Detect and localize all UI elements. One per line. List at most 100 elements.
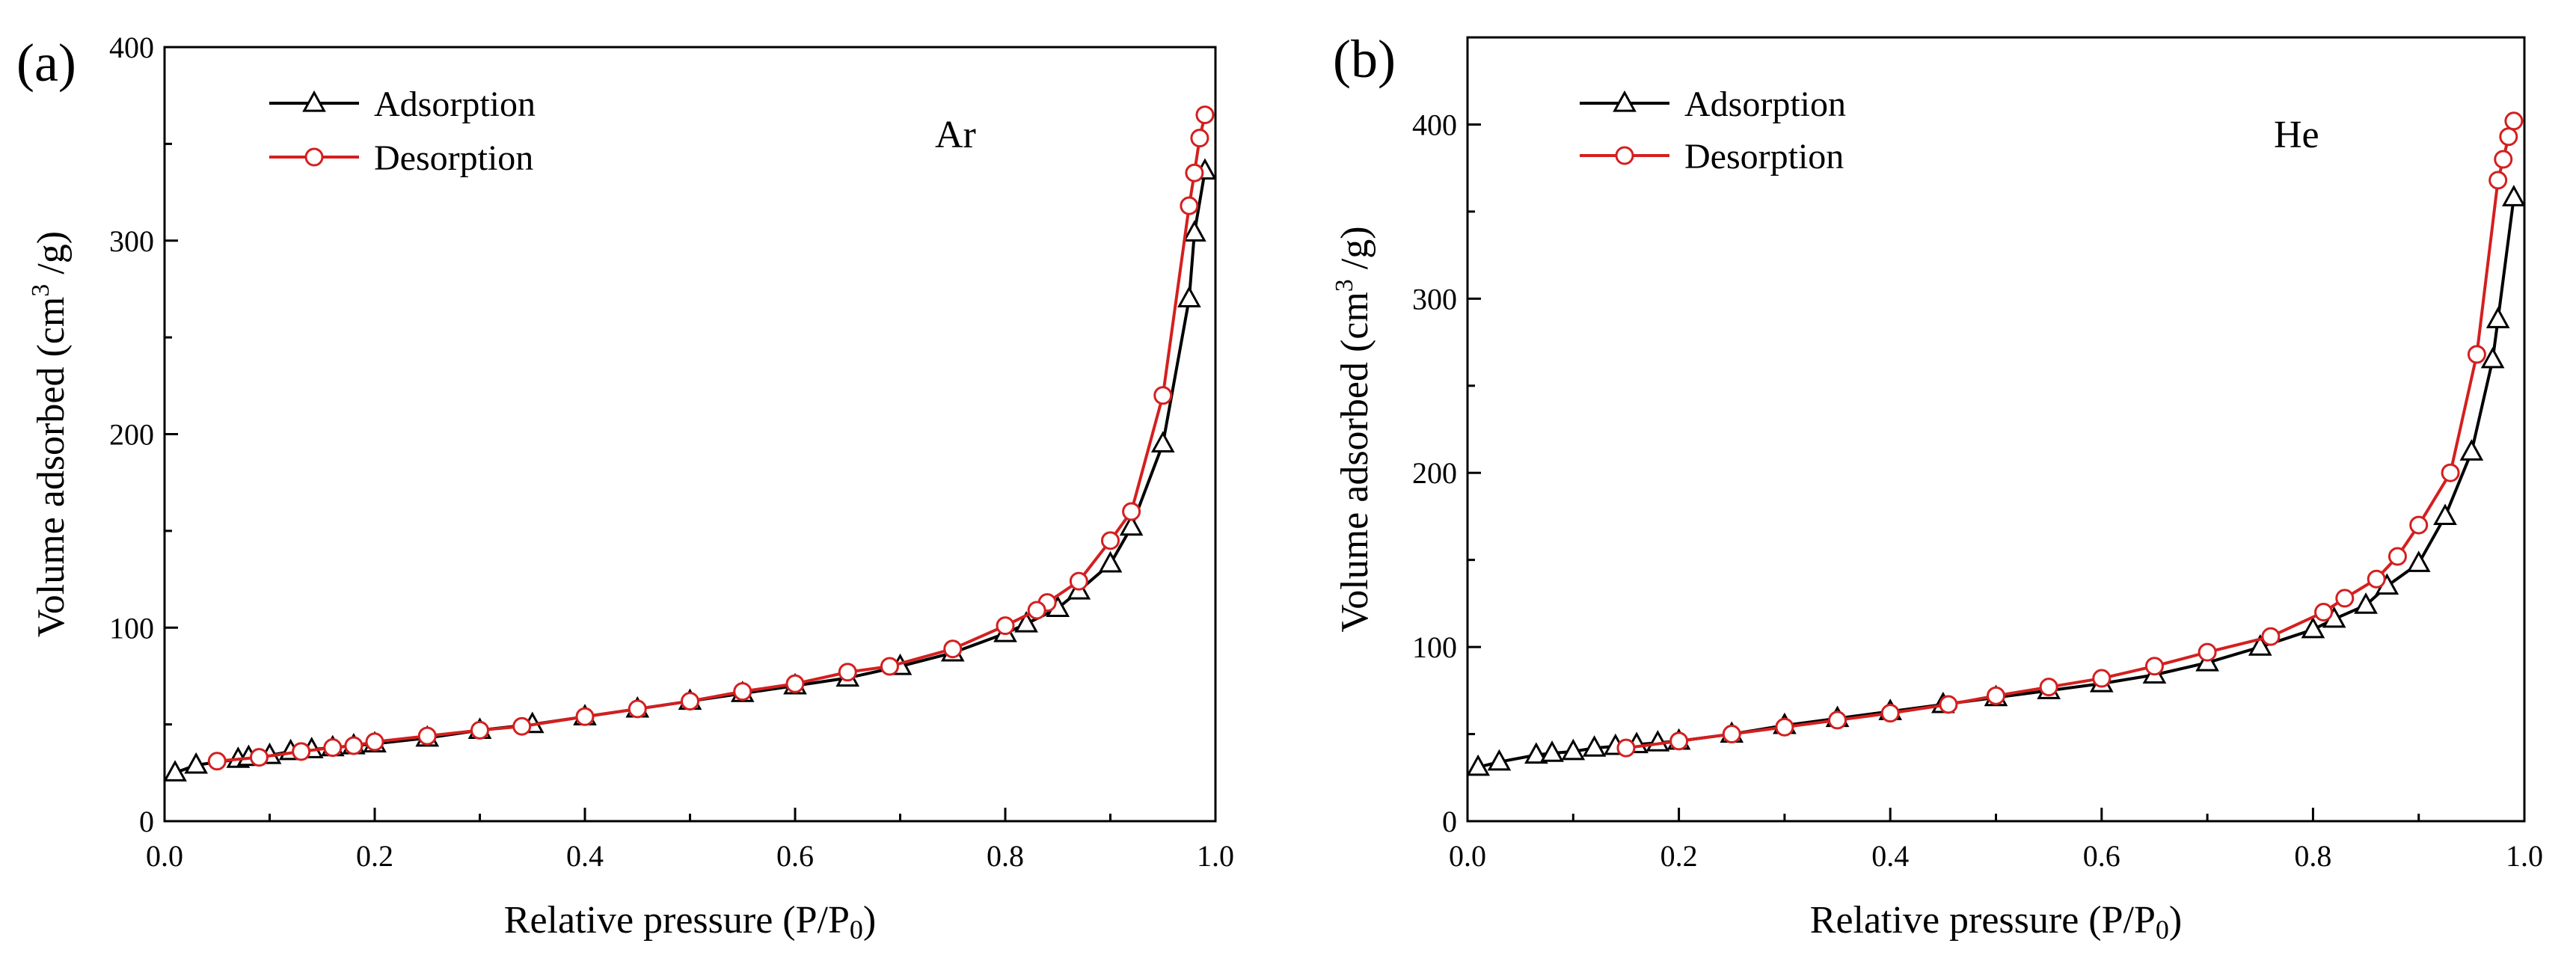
data-point-desorption [2367,569,2386,589]
data-point-desorption [996,616,1015,636]
data-point-desorption [733,682,752,702]
legend-label-adsorption: Adsorption [374,85,536,124]
data-point-desorption [1939,695,1958,714]
data-point-adsorption [2502,185,2526,206]
data-point-desorption [1101,531,1120,550]
data-point-adsorption [2480,346,2505,369]
data-point-desorption [681,692,699,711]
series-adsorption [163,158,1217,782]
data-point-desorption [292,742,311,761]
y-tick-label: 200 [1412,456,1457,490]
y-axis-label-end: /g) [30,231,73,284]
x-tick-label: 0.0 [1449,839,1486,873]
data-point-desorption [1828,710,1847,730]
legend-label-adsorption: Adsorption [1684,85,1846,124]
y-tick-label: 100 [109,611,154,645]
data-point-desorption [470,720,489,740]
data-point-desorption [880,657,899,676]
panel-label: (b) [1333,29,1396,89]
x-axis-label-end: ) [863,899,876,942]
x-tick-label: 0.8 [2294,839,2331,873]
y-tick-label: 300 [1412,282,1457,316]
x-tick-label: 0.6 [776,839,814,873]
data-point-desorption [2409,515,2429,535]
x-tick-label: 0.4 [1871,839,1909,873]
x-axis-label: Relative pressure (P/P0) [504,899,876,945]
data-point-desorption [1722,725,1741,744]
legend-label-desorption: Desorption [1684,137,1844,176]
x-axis-label-end: ) [2169,899,2182,942]
legend-marker-adsorption [302,90,326,112]
x-axis-label-main: Relative pressure (P/P [504,899,850,942]
data-point-desorption [512,716,532,736]
data-point-adsorption [163,760,187,782]
data-point-desorption [1195,105,1215,125]
x-tick-label: 0.2 [356,839,393,873]
data-point-desorption [943,639,963,659]
y-axis-label-main: Volume adsorbed (cm [30,297,73,637]
data-point-adsorption [1466,754,1490,776]
data-point-desorption [323,738,343,758]
data-point-desorption [1027,601,1046,620]
data-point-desorption [2467,345,2486,364]
data-point-adsorption [184,752,208,774]
data-point-desorption [2092,669,2112,688]
data-point-adsorption [1540,740,1564,762]
data-point-desorption [1669,731,1689,751]
data-point-desorption [365,732,384,752]
data-point-adsorption [2485,307,2510,328]
data-point-desorption [2441,463,2460,482]
data-point-adsorption [2433,503,2457,526]
data-point-adsorption [1119,514,1144,536]
y-axis-label-superscript: 3 [1331,279,1358,292]
legend-label-desorption: Desorption [374,138,533,178]
data-point-adsorption [2459,439,2484,461]
data-point-desorption [1180,196,1199,215]
gas-annotation: He [2274,114,2319,156]
y-tick-label: 100 [1412,630,1457,664]
legend-marker-desorption [304,147,324,167]
y-axis-label: Volume adsorbed (cm3 /g) [1331,226,1376,632]
data-point-desorption [1987,686,2005,705]
x-axis-label-main: Relative pressure (P/P [1810,899,2156,942]
panel-label: (a) [16,33,76,93]
data-point-adsorption [1177,286,1201,307]
data-point-desorption [575,707,595,726]
series-line-desorption [1625,120,2515,750]
series-line-adsorption [1477,197,2515,769]
data-point-adsorption [1183,220,1206,242]
data-point-adsorption [1098,550,1123,573]
x-tick-label: 0.4 [566,839,604,873]
data-point-desorption [2144,657,2164,676]
y-tick-label: 400 [1412,108,1457,141]
x-tick-label: 1.0 [2506,839,2543,873]
data-point-adsorption [1561,738,1586,761]
data-point-desorption [2499,127,2518,147]
legend-marker-desorption [1615,146,1634,165]
data-point-desorption [344,736,364,755]
series-desorption [1616,111,2524,758]
data-point-desorption [2504,111,2524,131]
x-tick-label: 1.0 [1197,839,1234,873]
y-tick-label: 0 [139,805,154,838]
data-point-desorption [1880,704,1900,723]
y-axis-label-superscript: 3 [27,284,55,297]
data-point-adsorption [1524,742,1548,764]
data-point-adsorption [1014,610,1038,633]
gas-annotation: Ar [935,114,976,156]
data-point-desorption [1069,571,1088,591]
data-point-desorption [1122,502,1141,521]
x-axis-label-subscript: 0 [850,915,863,945]
data-point-desorption [628,699,647,719]
data-point-adsorption [2248,634,2272,656]
legend: Adsorption Desorption [269,85,536,178]
y-tick-label: 0 [1442,805,1457,838]
data-point-desorption [1190,129,1209,148]
legend-marker-adsorption [1613,90,1637,112]
data-point-desorption [1775,717,1794,737]
y-axis-label-main: Volume adsorbed (cm [1334,292,1376,632]
y-tick-label: 200 [109,418,154,452]
y-axis-label-end: /g) [1334,226,1376,279]
data-point-adsorption [1487,749,1512,771]
